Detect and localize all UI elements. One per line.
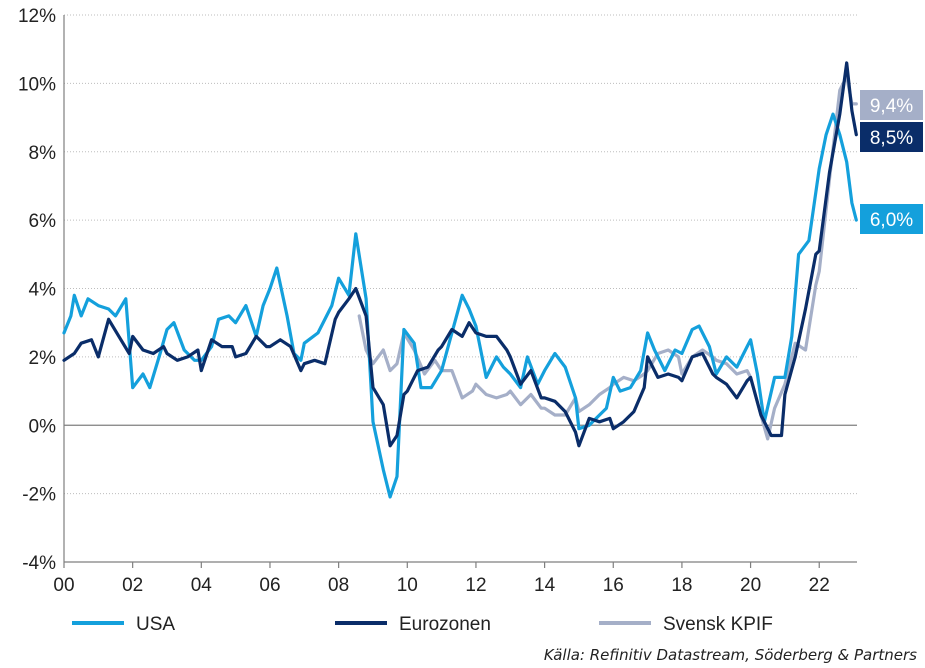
series-line-usa [62,112,858,499]
x-tick-label: 22 [809,575,830,596]
y-tick-label: 2% [29,348,57,369]
x-tick-label: 14 [534,575,556,596]
series-line-eurozonen [62,61,858,448]
x-tick-label: 04 [191,575,213,596]
end-label-usa: 6,0% [860,204,923,234]
source-note: Källa: Refinitiv Datastream, Söderberg &… [543,646,917,664]
x-tick-label: 16 [603,575,624,596]
axes: -4% -2% 0% 2% 4% 6% 8% 10% 12% 00 02 04 06 08 10 12 14 16… [18,6,857,596]
end-label-svensk-kpif: 9,4% [860,90,923,120]
series-lines [62,61,858,499]
end-label-box [860,90,923,120]
legend-label: Eurozonen [399,614,491,635]
legend: USA Eurozonen Svensk KPIF [72,614,773,635]
end-label-box [860,204,923,234]
y-tick-label: -4% [22,553,56,574]
y-tick-label: 4% [29,280,57,301]
x-tick-label: 00 [53,575,74,596]
y-tick-label: 6% [29,211,57,232]
legend-item-usa: USA [72,614,175,635]
legend-label: Svensk KPIF [663,614,773,635]
legend-item-svensk-kpif: Svensk KPIF [599,614,773,635]
end-label-eurozonen: 8,5% [860,122,923,152]
y-tick-label: 12% [18,6,56,27]
end-label-value: 8,5% [870,128,913,149]
end-label-box [860,122,923,152]
end-labels: 9,4% 8,5% 6,0% [860,90,923,234]
y-tick-label: 8% [29,143,57,164]
legend-item-eurozonen: Eurozonen [335,614,491,635]
end-label-value: 9,4% [870,96,913,117]
x-tick-label: 06 [259,575,280,596]
end-label-value: 6,0% [870,210,913,231]
y-tick-label: 10% [18,74,56,95]
x-tick-label: 18 [671,575,692,596]
gridlines [64,14,857,495]
x-tick-label: 12 [465,575,486,596]
x-tick-label: 10 [397,575,418,596]
x-tick-label: 02 [122,575,143,596]
x-tick-label: 20 [740,575,761,596]
legend-label: USA [136,614,175,635]
x-tick-label: 08 [328,575,349,596]
y-tick-label: 0% [29,416,57,437]
y-tick-label: -2% [22,485,56,506]
